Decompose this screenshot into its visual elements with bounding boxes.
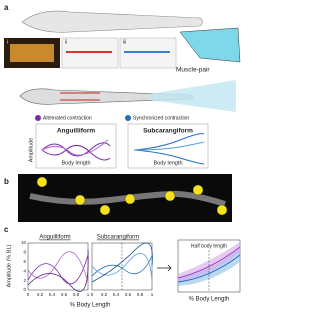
- legend-text: Synchronized contraction: [133, 115, 189, 121]
- x-tick-label: 0.4: [49, 292, 56, 297]
- legend-text: Alternated contraction: [43, 115, 92, 121]
- x-tick-label: 0.4: [113, 292, 120, 297]
- x-tick-label: 0.2: [37, 292, 44, 297]
- legend-dot: [125, 115, 131, 121]
- mean-line: [177, 246, 241, 279]
- plot-frame: [127, 123, 209, 169]
- muscle-label: Muscle-pair: [176, 67, 210, 74]
- x-tick-label: 0: [91, 292, 94, 297]
- inset-label: ii: [65, 39, 67, 45]
- inset-i-tissue: [10, 44, 54, 62]
- mean-line: [177, 254, 241, 283]
- x-tick-label: 1: [87, 292, 90, 297]
- axis-label: Amplitude: [28, 138, 34, 162]
- annotation: Half body length: [191, 243, 227, 249]
- fish-body: [29, 190, 226, 207]
- wave-lines: [41, 139, 111, 161]
- wave-lines: [133, 133, 205, 165]
- figure: a i ii iii Muscle-pair Alternated contra…: [4, 3, 241, 309]
- muscle-wedge: [179, 27, 241, 63]
- axis-label: Amplitude (% BL): [6, 244, 12, 287]
- body: a i ii iii Muscle-pair Alternated contra…: [4, 3, 241, 309]
- plot-title: Anguilliform: [57, 128, 95, 135]
- x-tick-label: 0.8: [73, 292, 80, 297]
- plot-title: Anguilliform: [39, 235, 70, 241]
- y-tick-label: 6: [23, 259, 26, 264]
- plot-frame: [177, 239, 241, 293]
- axis-label: % Body Length: [189, 297, 230, 303]
- contraction-arrows: [60, 92, 100, 101]
- tracking-points: [36, 176, 228, 216]
- x-tick-label: 0.2: [101, 292, 108, 297]
- x-ticks: 0 0.2 0.4 0.6 0.8 1 0 0.2 0.4 0.6 0.8 1: [27, 292, 154, 297]
- axis-label: % Body Length: [70, 303, 111, 309]
- panel-label: a: [4, 3, 9, 12]
- larva-wedge: [150, 80, 236, 112]
- y-tick-label: 2: [23, 278, 26, 283]
- plot-title: Subcarangiform: [97, 235, 139, 241]
- amplitude-lines: [27, 242, 153, 292]
- y-ticks: 0 2 4 6 8 10: [21, 240, 27, 292]
- panel-label: c: [4, 225, 9, 234]
- y-tick-label: 10: [21, 240, 27, 245]
- axis-label: Body length: [153, 160, 182, 166]
- plot-frame: [27, 242, 89, 291]
- inset-label: i: [7, 39, 8, 45]
- inset-label: iii: [123, 39, 126, 45]
- x-tick-label: 0.8: [137, 292, 144, 297]
- plot-title: Subcarangiform: [143, 128, 193, 135]
- arrow: [157, 264, 172, 272]
- y-tick-label: 8: [23, 250, 26, 255]
- axis-label: Body length: [61, 160, 90, 166]
- x-tick-label: 0.6: [125, 292, 132, 297]
- y-tick-label: 4: [23, 268, 26, 273]
- y-tick-label: 0: [23, 287, 26, 292]
- x-tick-label: 1: [151, 292, 154, 297]
- x-tick-label: 0.6: [61, 292, 68, 297]
- panel-label: b: [4, 177, 9, 186]
- x-tick-label: 0: [27, 292, 30, 297]
- fish-top: [21, 10, 203, 33]
- plot-frame: [35, 123, 117, 169]
- legend-dot: [35, 115, 41, 121]
